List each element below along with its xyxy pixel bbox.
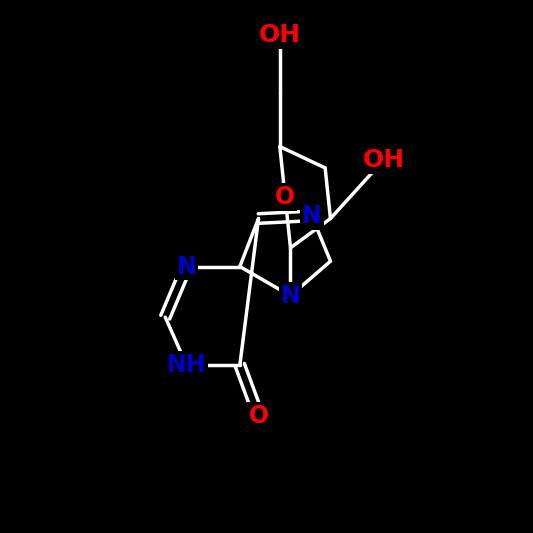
- Text: N: N: [280, 284, 301, 308]
- Text: NH: NH: [167, 353, 206, 377]
- Text: OH: OH: [362, 148, 405, 172]
- Text: N: N: [302, 204, 322, 228]
- Text: N: N: [176, 254, 197, 279]
- Text: O: O: [275, 185, 295, 209]
- Text: OH: OH: [259, 22, 301, 47]
- Text: O: O: [248, 403, 269, 428]
